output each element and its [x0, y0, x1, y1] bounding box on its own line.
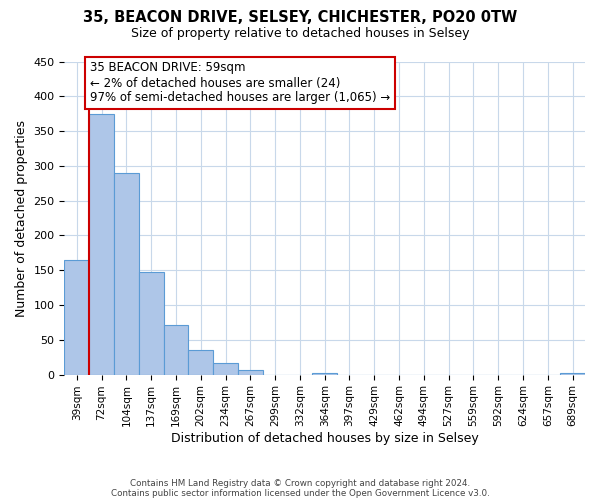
Text: Contains HM Land Registry data © Crown copyright and database right 2024.: Contains HM Land Registry data © Crown c…	[130, 478, 470, 488]
Bar	[560, 372, 585, 374]
Text: Contains public sector information licensed under the Open Government Licence v3: Contains public sector information licen…	[110, 488, 490, 498]
Y-axis label: Number of detached properties: Number of detached properties	[15, 120, 28, 316]
Bar	[213, 364, 238, 374]
Bar	[89, 114, 114, 374]
Bar	[139, 272, 164, 374]
Text: 35 BEACON DRIVE: 59sqm
← 2% of detached houses are smaller (24)
97% of semi-deta: 35 BEACON DRIVE: 59sqm ← 2% of detached …	[89, 62, 390, 104]
X-axis label: Distribution of detached houses by size in Selsey: Distribution of detached houses by size …	[171, 432, 479, 445]
Bar	[188, 350, 213, 374]
Text: Size of property relative to detached houses in Selsey: Size of property relative to detached ho…	[131, 28, 469, 40]
Bar	[114, 173, 139, 374]
Bar	[164, 324, 188, 374]
Bar	[313, 373, 337, 374]
Bar	[238, 370, 263, 374]
Bar	[64, 260, 89, 374]
Text: 35, BEACON DRIVE, SELSEY, CHICHESTER, PO20 0TW: 35, BEACON DRIVE, SELSEY, CHICHESTER, PO…	[83, 10, 517, 25]
